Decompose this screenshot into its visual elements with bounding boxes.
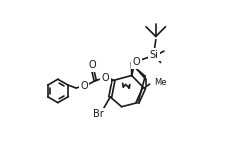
Text: O: O <box>102 73 109 83</box>
Text: Me: Me <box>155 78 167 87</box>
Text: Si: Si <box>150 50 159 60</box>
Text: Br: Br <box>94 109 104 119</box>
Text: O: O <box>80 81 88 91</box>
Text: O: O <box>88 60 96 70</box>
Text: O: O <box>132 58 140 68</box>
